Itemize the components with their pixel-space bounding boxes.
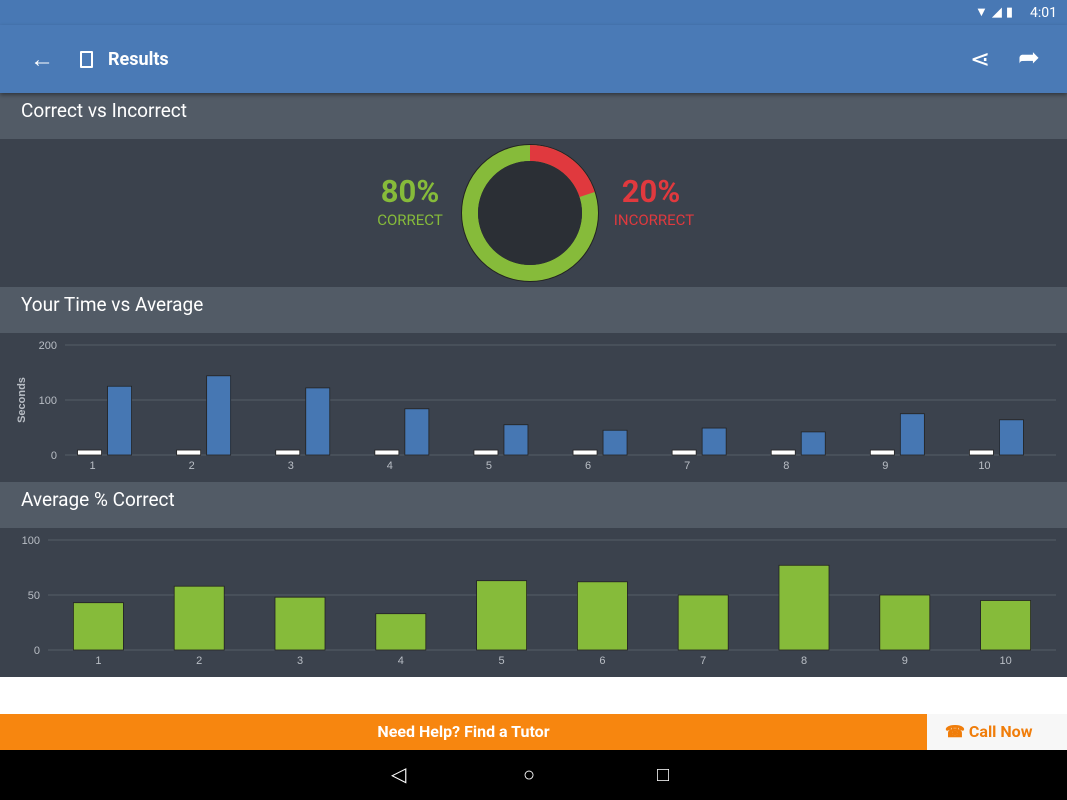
bar	[404, 408, 430, 456]
x-tick-label: 8	[783, 460, 789, 472]
x-tick-label: 2	[196, 655, 202, 667]
donut-incorrect	[462, 145, 598, 281]
bar	[800, 431, 826, 456]
x-tick-label: 10	[999, 655, 1011, 667]
bar	[879, 594, 931, 651]
x-tick-label: 8	[801, 655, 807, 667]
bar	[778, 564, 830, 651]
bar	[206, 375, 232, 456]
bar	[899, 413, 925, 456]
app-bar: ← Results ⋖ ➦	[0, 25, 1067, 93]
bar	[572, 449, 598, 456]
bar	[73, 602, 124, 651]
x-tick-label: 5	[499, 655, 505, 667]
bar	[577, 581, 628, 651]
x-tick-label: 4	[398, 655, 404, 667]
avg-correct-panel: 0 50 100 1 2 3 4 5 6 7 8 9 10	[0, 528, 1067, 677]
call-now-button[interactable]: ☎ Call Now	[927, 714, 1067, 750]
share-icon[interactable]: ⋖	[970, 45, 991, 73]
avg-correct-chart: 0 50 100 1 2 3 4 5 6 7 8 9 10	[22, 535, 1056, 667]
bar	[375, 613, 427, 651]
section-header-avg-correct: Average % Correct	[0, 482, 1067, 528]
y-tick-label: 50	[28, 590, 40, 602]
x-tick-label: 3	[288, 460, 294, 472]
incorrect-label: INCORRECT	[613, 211, 695, 229]
bar	[176, 449, 202, 456]
arrow-left-icon[interactable]: ←	[30, 45, 54, 73]
x-tick-label: 9	[902, 655, 908, 667]
bar	[77, 449, 102, 456]
x-tick-label: 6	[599, 655, 605, 667]
home-icon[interactable]: ○	[523, 762, 536, 786]
x-tick-label: 7	[700, 655, 706, 667]
x-tick-label: 6	[585, 460, 591, 472]
bar	[275, 449, 301, 456]
time-chart: 0 100 200 Seconds 1 2 3 4 5 6 7 8 9 10	[16, 340, 1056, 472]
bar	[476, 580, 528, 651]
x-tick-label: 1	[89, 460, 95, 472]
x-tick-label: 5	[486, 460, 492, 472]
correct-percent: 80%	[380, 173, 440, 210]
clock: 4:01	[1030, 5, 1057, 21]
x-tick-label: 1	[95, 655, 101, 667]
bar	[671, 449, 697, 456]
x-tick-label: 10	[978, 460, 990, 472]
correct-label: CORRECT	[377, 211, 443, 229]
recents-icon[interactable]: □	[657, 762, 670, 786]
bar	[980, 600, 1031, 651]
bar	[473, 449, 499, 456]
bar	[107, 385, 132, 456]
call-now-label: Call Now	[968, 722, 1033, 741]
phone-icon: ☎	[945, 722, 969, 741]
find-tutor-button[interactable]: Need Help? Find a Tutor	[0, 714, 927, 750]
y-tick-label: 100	[39, 395, 57, 407]
y-tick-label: 0	[51, 450, 57, 462]
x-tick-label: 4	[387, 460, 393, 472]
correct-panel: 80% CORRECT 20% INCORRECT	[0, 139, 1067, 287]
section-header-time: Your Time vs Average	[0, 287, 1067, 333]
page-title: Results	[108, 49, 169, 70]
bar	[869, 449, 895, 456]
donut-chart	[461, 144, 599, 282]
y-tick-label: 200	[39, 340, 57, 352]
x-tick-label: 3	[297, 655, 303, 667]
bar	[770, 449, 796, 456]
bar	[374, 449, 400, 456]
y-tick-label: 100	[22, 535, 40, 547]
section-header-correct: Correct vs Incorrect	[0, 93, 1067, 139]
bar	[173, 585, 225, 651]
y-tick-label: 0	[34, 645, 40, 657]
bar	[602, 429, 628, 456]
time-panel: 0 100 200 Seconds 1 2 3 4 5 6 7 8 9 10	[0, 333, 1067, 482]
incorrect-percent: 20%	[621, 173, 681, 210]
document-icon	[80, 51, 93, 68]
status-bar: ▼◢▮ 4:01	[0, 0, 1067, 25]
x-tick-label: 2	[189, 460, 195, 472]
spacer	[0, 677, 1067, 714]
bar	[274, 596, 326, 651]
bar	[701, 427, 727, 456]
back-icon[interactable]: ◁	[391, 762, 407, 786]
forward-icon[interactable]: ➦	[1018, 43, 1040, 73]
bar	[969, 449, 994, 456]
bar	[999, 419, 1024, 456]
bar	[305, 387, 331, 456]
nav-bar: ◁ ○ □	[0, 750, 1067, 800]
x-tick-label: 9	[882, 460, 888, 472]
bar	[677, 594, 729, 651]
x-tick-label: 7	[684, 460, 690, 472]
bar	[503, 424, 529, 456]
status-icons: ▼◢▮	[974, 5, 1017, 20]
y-axis-label: Seconds	[16, 377, 28, 423]
